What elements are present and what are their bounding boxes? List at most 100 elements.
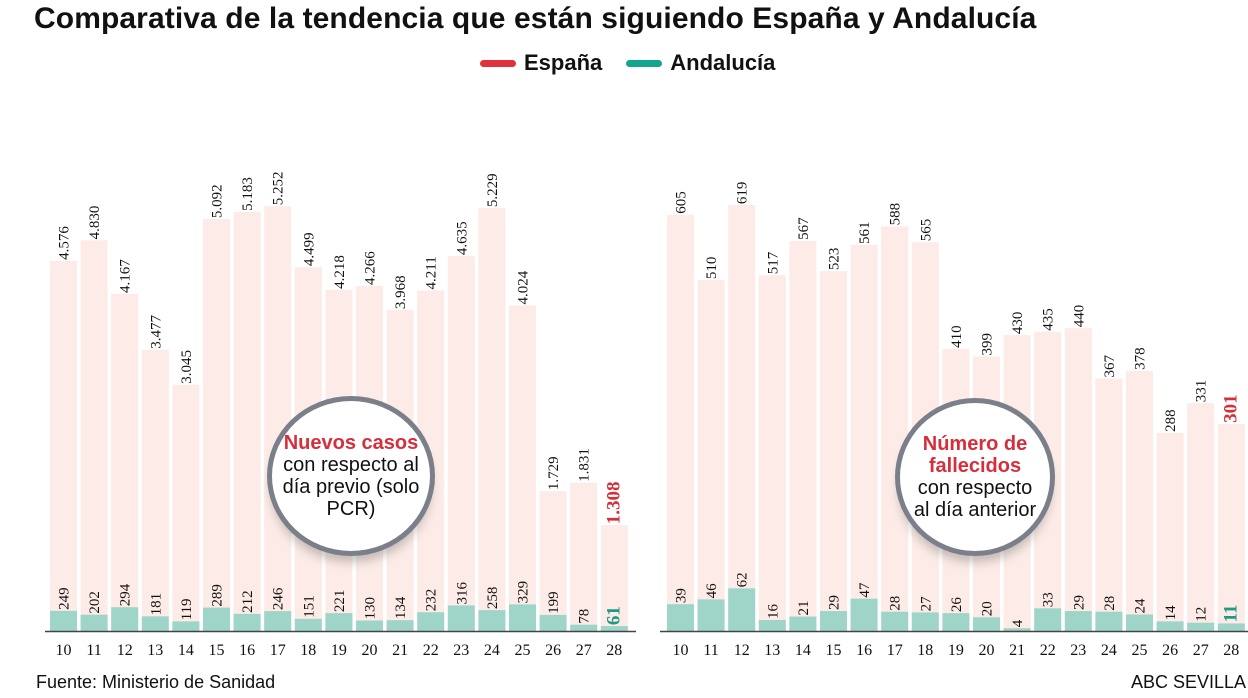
chart-title: Comparativa de la tendencia que están si…	[34, 2, 1037, 35]
cases-bar-espana-11	[80, 240, 108, 631]
deaths-xtick-26: 26	[1162, 642, 1178, 659]
deaths-xtick-16: 16	[856, 642, 872, 659]
cases-bar-andalucia-18	[294, 618, 322, 631]
deaths-label-andalucia-14: 21	[796, 601, 812, 616]
deaths-label-espana-19: 410	[949, 325, 965, 348]
deaths-label-espana-26: 288	[1163, 409, 1179, 432]
cases-bar-andalucia-28	[600, 626, 628, 631]
deaths-chart: 605 39 10 510 46 11 619 62 12 517 16 13 567 21 14 523 29…	[660, 182, 1248, 659]
cases-bubble-text: Nuevos casos con respecto al día previo …	[272, 432, 430, 520]
cases-bar-espana-23	[447, 256, 475, 631]
cases-xtick-14: 14	[178, 642, 194, 659]
deaths-label-andalucia-23: 29	[1071, 595, 1087, 610]
cases-xtick-18: 18	[300, 642, 316, 659]
footer-brand: ABC SEVILLA	[1130, 672, 1246, 692]
deaths-xtick-28: 28	[1223, 642, 1239, 659]
deaths-label-espana-20: 399	[980, 333, 996, 356]
cases-label-espana-28: 1.308	[603, 481, 624, 524]
deaths-bar-andalucia-11	[697, 599, 725, 631]
cases-bar-espana-10	[50, 260, 77, 631]
deaths-bar-andalucia-26	[1156, 621, 1184, 631]
deaths-label-espana-25: 378	[1133, 347, 1149, 370]
cases-bar-andalucia-21	[386, 620, 414, 631]
deaths-label-andalucia-24: 28	[1102, 596, 1118, 611]
cases-bar-andalucia-11	[80, 614, 108, 631]
footer-source: Fuente: Ministerio de Sanidad	[36, 672, 276, 692]
deaths-label-andalucia-12: 62	[735, 572, 751, 587]
deaths-bar-andalucia-12	[728, 588, 756, 631]
cases-bar-espana-14	[172, 384, 200, 631]
deaths-xtick-13: 13	[764, 642, 780, 659]
deaths-xtick-18: 18	[917, 642, 933, 659]
deaths-bar-espana-14	[789, 240, 817, 631]
deaths-xtick-25: 25	[1132, 642, 1148, 659]
deaths-bar-andalucia-16	[850, 598, 878, 631]
cases-xtick-23: 23	[453, 642, 469, 659]
cases-xtick-17: 17	[270, 642, 286, 659]
deaths-label-espana-27: 331	[1194, 380, 1210, 403]
deaths-label-espana-16: 561	[857, 221, 873, 244]
cases-label-andalucia-24: 258	[485, 587, 501, 610]
cases-bubble: Nuevos casos con respecto al día previo …	[267, 396, 435, 556]
cases-xtick-11: 11	[86, 642, 101, 659]
cases-bar-espana-27	[570, 482, 598, 631]
deaths-bar-espana-27	[1187, 403, 1215, 631]
deaths-xtick-20: 20	[979, 642, 995, 659]
cases-bar-andalucia-13	[141, 616, 169, 631]
cases-label-espana-11: 4.830	[87, 206, 103, 240]
deaths-bar-espana-12	[728, 205, 756, 631]
deaths-bubble-highlight: Número de fallecidos	[922, 433, 1028, 477]
deaths-xtick-23: 23	[1070, 642, 1086, 659]
deaths-label-andalucia-10: 39	[674, 588, 690, 603]
cases-label-espana-21: 3.968	[393, 275, 409, 309]
deaths-label-espana-23: 440	[1071, 305, 1087, 328]
legend-item-andalucia: Andalucía	[626, 50, 775, 76]
cases-label-andalucia-20: 130	[363, 597, 379, 620]
deaths-label-andalucia-25: 24	[1133, 598, 1149, 614]
cases-xtick-26: 26	[545, 642, 561, 659]
cases-label-espana-14: 3.045	[179, 350, 195, 384]
cases-label-andalucia-13: 181	[148, 593, 164, 616]
deaths-label-andalucia-20: 20	[980, 601, 996, 616]
cases-label-andalucia-15: 289	[210, 584, 226, 607]
cases-bar-andalucia-14	[172, 621, 200, 631]
deaths-bar-espana-15	[820, 271, 847, 631]
legend-label-espana: España	[524, 50, 603, 75]
cases-bar-andalucia-10	[50, 610, 77, 631]
cases-xtick-24: 24	[484, 642, 500, 659]
cases-bar-andalucia-25	[509, 604, 536, 631]
deaths-xtick-15: 15	[826, 642, 842, 659]
cases-bar-espana-17	[264, 206, 292, 632]
cases-label-andalucia-18: 151	[301, 595, 317, 618]
cases-bar-espana-12	[111, 293, 139, 631]
deaths-bar-andalucia-28	[1217, 623, 1245, 631]
deaths-label-espana-18: 565	[918, 219, 934, 242]
deaths-label-andalucia-11: 46	[704, 583, 720, 599]
deaths-bar-andalucia-15	[820, 611, 847, 631]
cases-label-andalucia-14: 119	[179, 598, 195, 620]
deaths-bar-espana-23	[1064, 328, 1092, 631]
deaths-label-andalucia-27: 12	[1194, 607, 1210, 622]
deaths-label-andalucia-13: 16	[765, 603, 781, 619]
cases-label-andalucia-26: 199	[546, 591, 562, 614]
cases-label-andalucia-10: 249	[57, 587, 73, 610]
cases-xtick-21: 21	[392, 642, 408, 659]
cases-label-espana-25: 4.024	[516, 270, 532, 304]
deaths-xtick-22: 22	[1040, 642, 1056, 659]
deaths-bar-espana-17	[881, 226, 909, 631]
cases-xtick-22: 22	[423, 642, 439, 659]
legend-item-espana: España	[480, 50, 602, 76]
deaths-bar-andalucia-19	[942, 613, 970, 631]
deaths-label-espana-22: 435	[1041, 308, 1057, 331]
deaths-label-espana-13: 517	[765, 251, 781, 274]
cases-label-andalucia-27: 78	[577, 609, 593, 624]
cases-bubble-body: con respecto al día previo (solo PCR)	[282, 454, 420, 520]
legend-swatch-espana	[480, 59, 516, 67]
cases-label-andalucia-11: 202	[87, 591, 103, 614]
deaths-bubble-text: Número de fallecidos con respecto al día…	[900, 433, 1050, 521]
deaths-bubble-body: con respecto al día anterior	[913, 477, 1037, 521]
cases-bar-andalucia-12	[111, 607, 139, 631]
legend-label-andalucia: Andalucía	[670, 50, 776, 75]
cases-bar-espana-26	[539, 491, 567, 631]
